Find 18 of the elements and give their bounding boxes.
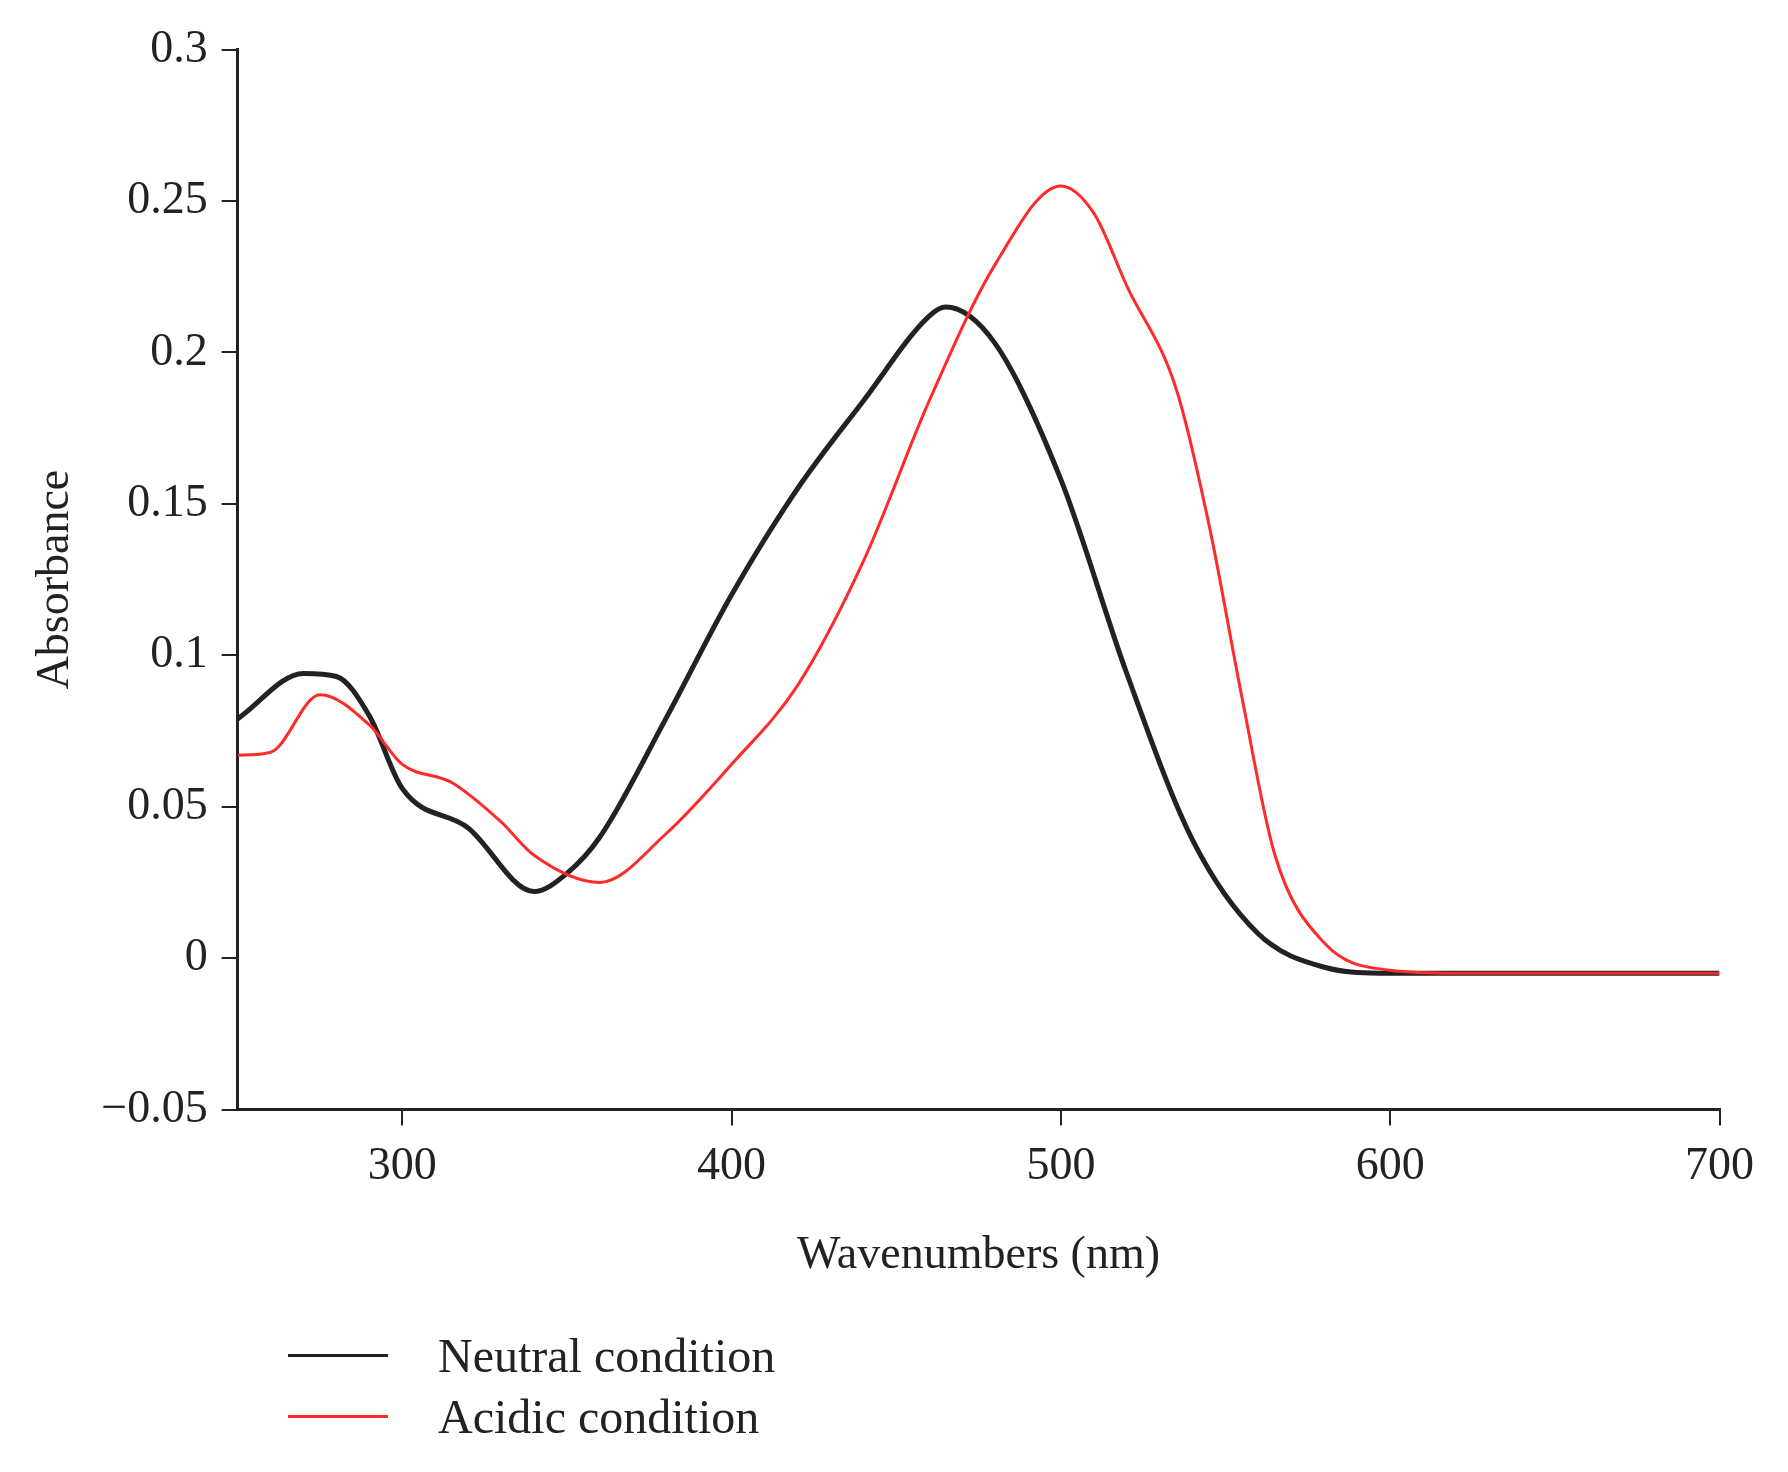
x-tick-label: 700: [1685, 1138, 1754, 1190]
y-tick-label: 0.3: [150, 20, 208, 72]
y-tick-label: 0.05: [127, 777, 208, 829]
y-tick-label: 0.1: [150, 626, 208, 678]
y-tick-label: 0.25: [127, 172, 208, 224]
y-tick-label: 0.15: [127, 474, 208, 526]
y-tick-label: 0: [184, 929, 208, 981]
y-tick-label: 0.2: [150, 323, 208, 375]
x-tick-label: 600: [1355, 1138, 1425, 1190]
legend-label: Neutral condition: [438, 1328, 776, 1383]
x-axis-title: Wavenumbers (nm): [797, 1227, 1161, 1279]
x-tick-label: 300: [367, 1138, 437, 1190]
x-tick-label: 500: [1026, 1138, 1096, 1190]
x-tick-label: 400: [697, 1138, 767, 1190]
y-tick-label: −0.05: [101, 1080, 208, 1132]
y-axis-title: Absorbance: [26, 469, 78, 690]
legend-label: Acidic condition: [438, 1389, 760, 1444]
line-series: [237, 184, 1720, 975]
